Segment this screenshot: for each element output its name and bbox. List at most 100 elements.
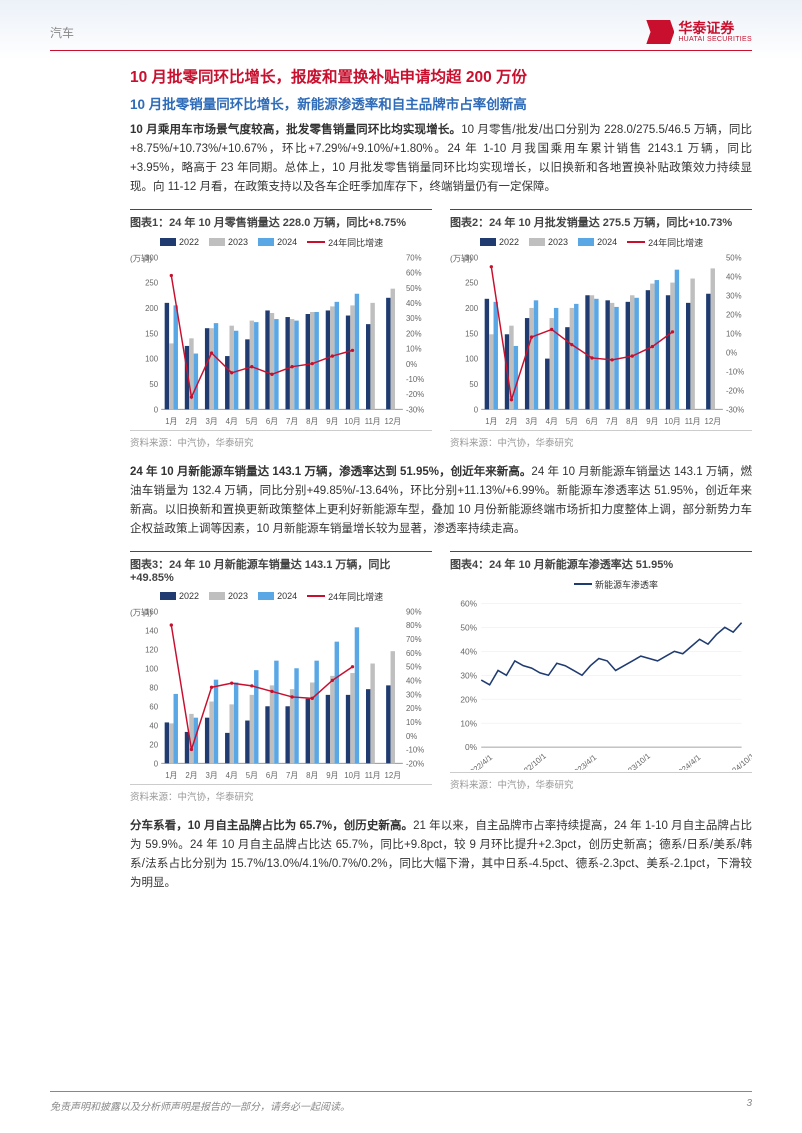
svg-text:50%: 50% [406, 284, 422, 293]
svg-text:7月: 7月 [286, 417, 298, 426]
chart3: 2022 2023 2024 24年同比增速 (万辆)0204060801001… [130, 590, 432, 785]
svg-text:70%: 70% [406, 635, 422, 644]
svg-text:6月: 6月 [266, 771, 278, 780]
svg-text:20%: 20% [460, 694, 477, 704]
svg-text:7月: 7月 [606, 417, 618, 426]
svg-text:10月: 10月 [664, 417, 680, 426]
svg-text:0%: 0% [465, 742, 478, 752]
svg-text:-10%: -10% [726, 367, 744, 376]
svg-text:8月: 8月 [626, 417, 638, 426]
svg-text:50: 50 [469, 380, 478, 389]
logo-text-en: HUATAI SECURITIES [678, 36, 752, 43]
logo-text-cn: 华泰证券 [678, 21, 752, 36]
svg-text:1月: 1月 [165, 771, 177, 780]
svg-text:7月: 7月 [286, 771, 298, 780]
svg-text:4月: 4月 [226, 417, 238, 426]
svg-text:0: 0 [154, 405, 159, 414]
sector-label: 汽车 [50, 24, 74, 41]
para-1-bold: 10 月乘用车市场景气度较高，批发零售销量同环比均实现增长。 [130, 124, 461, 136]
title-main: 10 月批零同环比增长，报废和置换补贴申请均超 200 万份 [130, 65, 752, 87]
svg-text:2月: 2月 [185, 771, 197, 780]
svg-text:150: 150 [145, 329, 159, 338]
svg-text:50%: 50% [460, 622, 477, 632]
svg-text:0%: 0% [726, 348, 737, 357]
svg-text:20%: 20% [726, 310, 742, 319]
svg-text:2月: 2月 [505, 417, 517, 426]
svg-text:2022/4/1: 2022/4/1 [465, 753, 494, 770]
svg-text:100: 100 [145, 664, 159, 673]
svg-text:0%: 0% [406, 360, 417, 369]
svg-text:6月: 6月 [586, 417, 598, 426]
svg-text:20: 20 [149, 740, 158, 749]
svg-text:3月: 3月 [206, 417, 218, 426]
svg-text:5月: 5月 [246, 417, 258, 426]
svg-text:40%: 40% [406, 676, 422, 685]
svg-text:3月: 3月 [526, 417, 538, 426]
chart1-source: 资料来源：中汽协，华泰研究 [130, 431, 432, 459]
svg-text:80%: 80% [406, 621, 422, 630]
svg-text:2023/10/1: 2023/10/1 [620, 751, 652, 770]
svg-text:-20%: -20% [406, 390, 424, 399]
svg-text:9月: 9月 [326, 771, 338, 780]
svg-text:12月: 12月 [385, 417, 401, 426]
svg-text:-30%: -30% [726, 405, 744, 414]
svg-text:1月: 1月 [485, 417, 497, 426]
svg-text:8月: 8月 [306, 771, 318, 780]
svg-text:50%: 50% [406, 662, 422, 671]
page-number: 3 [746, 1098, 752, 1113]
svg-text:140: 140 [145, 626, 159, 635]
svg-text:20%: 20% [406, 704, 422, 713]
svg-text:60%: 60% [406, 268, 422, 277]
svg-text:-20%: -20% [406, 759, 424, 768]
svg-text:2月: 2月 [185, 417, 197, 426]
svg-text:60%: 60% [460, 598, 477, 608]
chart3-source: 资料来源：中汽协，华泰研究 [130, 785, 432, 813]
svg-text:8月: 8月 [306, 417, 318, 426]
chart1-title: 图表1：24 年 10 月零售销量达 228.0 万辆，同比+8.75% [130, 209, 432, 236]
svg-text:250: 250 [465, 279, 479, 288]
para-1: 10 月乘用车市场景气度较高，批发零售销量同环比均实现增长。10 月零售/批发/… [130, 121, 752, 197]
chart3-title: 图表3：24 年 10 月新能源车销量达 143.1 万辆，同比+49.85% [130, 551, 432, 590]
svg-text:60: 60 [149, 702, 158, 711]
svg-text:30%: 30% [406, 690, 422, 699]
svg-text:2024/10/1: 2024/10/1 [724, 751, 752, 770]
svg-text:2022/10/1: 2022/10/1 [516, 751, 548, 770]
para-3: 分车系看，10 月自主品牌占比为 65.7%，创历史新高。21 年以来，自主品牌… [130, 817, 752, 893]
svg-text:9月: 9月 [646, 417, 658, 426]
svg-text:-10%: -10% [406, 375, 424, 384]
svg-text:50%: 50% [726, 253, 742, 262]
svg-text:2024/4/1: 2024/4/1 [673, 753, 702, 770]
svg-text:-30%: -30% [406, 405, 424, 414]
svg-text:250: 250 [145, 279, 159, 288]
svg-text:4月: 4月 [226, 771, 238, 780]
para-3-bold: 分车系看，10 月自主品牌占比为 65.7%，创历史新高。 [130, 820, 413, 832]
svg-text:5月: 5月 [246, 771, 258, 780]
chart1: 2022 2023 2024 24年同比增速 (万辆)0501001502002… [130, 236, 432, 431]
svg-text:10%: 10% [406, 344, 422, 353]
svg-text:10%: 10% [726, 329, 742, 338]
para-2-bold: 24 年 10 月新能源车销量达 143.1 万辆，渗透率达到 51.95%，创… [130, 466, 531, 478]
svg-text:150: 150 [465, 329, 479, 338]
svg-text:50: 50 [149, 380, 158, 389]
svg-text:0: 0 [474, 405, 479, 414]
footer-disclaimer: 免责声明和披露以及分析师声明是报告的一部分，请务必一起阅读。 [50, 1098, 350, 1113]
svg-text:30%: 30% [460, 670, 477, 680]
svg-text:11月: 11月 [365, 771, 381, 780]
svg-text:160: 160 [145, 607, 159, 616]
svg-text:6月: 6月 [266, 417, 278, 426]
svg-text:9月: 9月 [326, 417, 338, 426]
logo-icon [646, 20, 674, 44]
svg-text:120: 120 [145, 645, 159, 654]
svg-text:0: 0 [154, 759, 159, 768]
svg-text:2023/4/1: 2023/4/1 [569, 753, 598, 770]
svg-text:100: 100 [465, 355, 479, 364]
svg-text:200: 200 [465, 304, 479, 313]
svg-text:0%: 0% [406, 732, 417, 741]
svg-text:20%: 20% [406, 329, 422, 338]
svg-text:1月: 1月 [165, 417, 177, 426]
logo: 华泰证券 HUATAI SECURITIES [646, 20, 752, 44]
svg-text:12月: 12月 [385, 771, 401, 780]
chart2-title: 图表2：24 年 10 月批发销量达 275.5 万辆，同比+10.73% [450, 209, 752, 236]
svg-text:80: 80 [149, 683, 158, 692]
svg-text:90%: 90% [406, 607, 422, 616]
